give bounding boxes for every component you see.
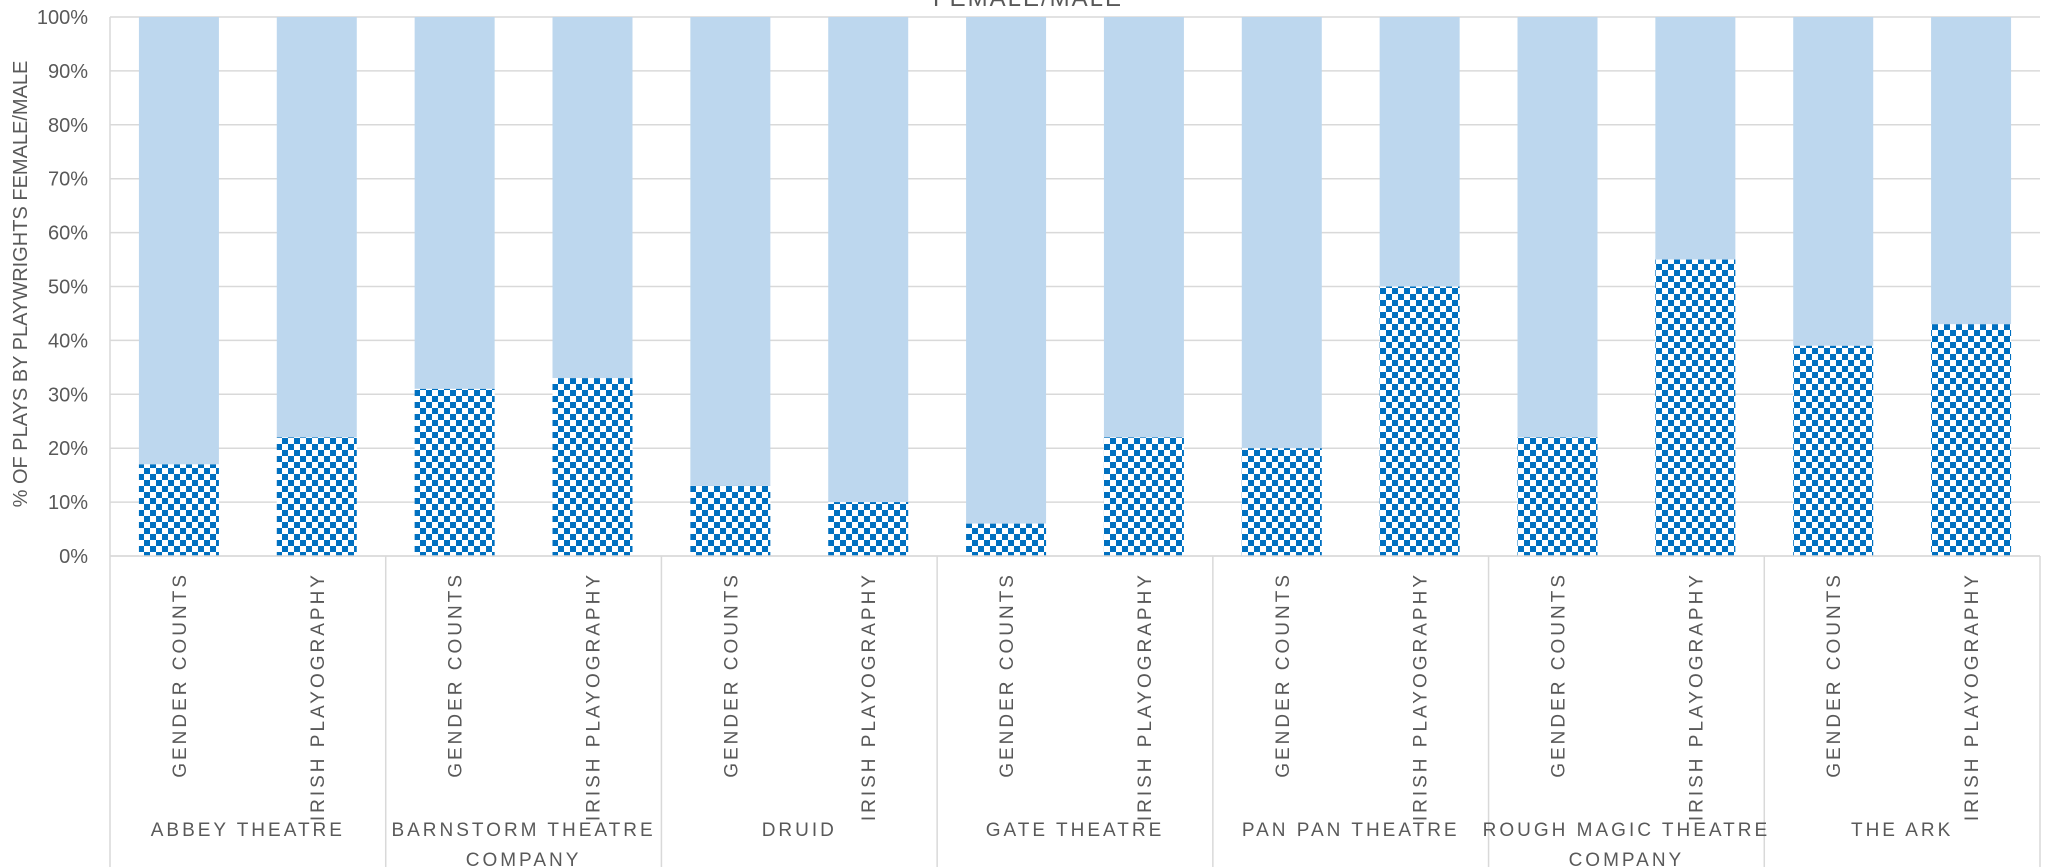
bar-segment-lower bbox=[1931, 324, 2012, 556]
y-tick-label: 80% bbox=[48, 115, 88, 137]
x-category-label: IRISH PLAYOGRAPHY bbox=[1135, 572, 1156, 821]
gridlines bbox=[110, 16, 2040, 557]
axes bbox=[109, 17, 2041, 867]
bars bbox=[138, 17, 2012, 556]
y-tick-label: 60% bbox=[48, 223, 88, 245]
x-category-label: GENDER COUNTS bbox=[721, 572, 742, 778]
y-tick-label: 30% bbox=[48, 384, 88, 406]
bar-segment-lower bbox=[690, 485, 771, 556]
bar-segment-upper bbox=[552, 17, 633, 379]
x-group-label: PAN PAN THEATRE bbox=[1242, 820, 1460, 841]
x-group-label: THE ARK bbox=[1851, 820, 1953, 841]
y-tick-label: 40% bbox=[48, 330, 88, 352]
bar-segment-upper bbox=[1241, 17, 1322, 449]
y-tick-label: 0% bbox=[59, 546, 88, 568]
bar-segment-lower bbox=[276, 437, 357, 556]
bar-segment-upper bbox=[966, 17, 1047, 524]
x-category-label: GENDER COUNTS bbox=[1549, 572, 1570, 778]
bar-segment-lower bbox=[552, 378, 633, 556]
chart-title: FEMALE/MALE bbox=[933, 0, 1123, 12]
bar-segment-upper bbox=[1379, 17, 1460, 287]
x-category-label: GENDER COUNTS bbox=[446, 572, 467, 778]
x-category-label: IRISH PLAYOGRAPHY bbox=[1411, 572, 1432, 821]
bar-segment-upper bbox=[690, 17, 771, 486]
y-tick-label: 50% bbox=[48, 277, 88, 299]
x-group-label: DRUID bbox=[762, 820, 837, 841]
y-tick-label: 10% bbox=[48, 492, 88, 514]
bar-segment-upper bbox=[1793, 17, 1874, 346]
bar-segment-lower bbox=[1379, 286, 1460, 556]
x-group-label: ROUGH MAGIC THEATRE bbox=[1483, 820, 1770, 841]
x-category-label: IRISH PLAYOGRAPHY bbox=[584, 572, 605, 821]
bar-segment-lower bbox=[966, 523, 1047, 556]
y-tick-label: 20% bbox=[48, 438, 88, 460]
bar-segment-upper bbox=[414, 17, 495, 389]
x-category-label: GENDER COUNTS bbox=[997, 572, 1018, 778]
x-group-label: ABBEY THEATRE bbox=[151, 820, 345, 841]
x-category-label: IRISH PLAYOGRAPHY bbox=[859, 572, 880, 821]
bar-segment-lower bbox=[1655, 259, 1736, 556]
y-tick-label: 90% bbox=[48, 61, 88, 83]
x-group-label: BARNSTORM THEATRE bbox=[391, 820, 655, 841]
bar-segment-upper bbox=[1655, 17, 1736, 260]
bar-segment-lower bbox=[138, 464, 219, 556]
x-category-label: GENDER COUNTS bbox=[170, 572, 191, 778]
x-category-label: IRISH PLAYOGRAPHY bbox=[308, 572, 329, 821]
bar-segment-lower bbox=[1103, 437, 1184, 556]
x-category-label: GENDER COUNTS bbox=[1824, 572, 1845, 778]
x-group-label: GATE THEATRE bbox=[986, 820, 1165, 841]
bar-segment-upper bbox=[1931, 17, 2012, 325]
y-axis-label: % OF PLAYS BY PLAYWRIGHTS FEMALE/MALE bbox=[10, 61, 32, 508]
bar-segment-lower bbox=[1517, 437, 1598, 556]
x-category-label: GENDER COUNTS bbox=[1273, 572, 1294, 778]
x-group-label: COMPANY bbox=[1569, 850, 1685, 867]
x-group-label: COMPANY bbox=[466, 850, 582, 867]
bar-segment-upper bbox=[828, 17, 909, 503]
x-category-label: IRISH PLAYOGRAPHY bbox=[1686, 572, 1707, 821]
bar-segment-upper bbox=[276, 17, 357, 438]
bar-segment-lower bbox=[1793, 345, 1874, 556]
bar-segment-lower bbox=[828, 502, 909, 556]
y-tick-label: 100% bbox=[37, 7, 88, 29]
bar-segment-upper bbox=[1517, 17, 1598, 438]
y-tick-label: 70% bbox=[48, 169, 88, 191]
x-category-label: IRISH PLAYOGRAPHY bbox=[1962, 572, 1983, 821]
bar-segment-upper bbox=[1103, 17, 1184, 438]
bar-segment-lower bbox=[414, 388, 495, 556]
bar-segment-upper bbox=[138, 17, 219, 465]
axis-labels: 0% 10% 20% 30% 40% 50% 60% 70% 80% 90% 100% GENDER … bbox=[37, 7, 1983, 867]
bar-segment-lower bbox=[1241, 448, 1322, 556]
